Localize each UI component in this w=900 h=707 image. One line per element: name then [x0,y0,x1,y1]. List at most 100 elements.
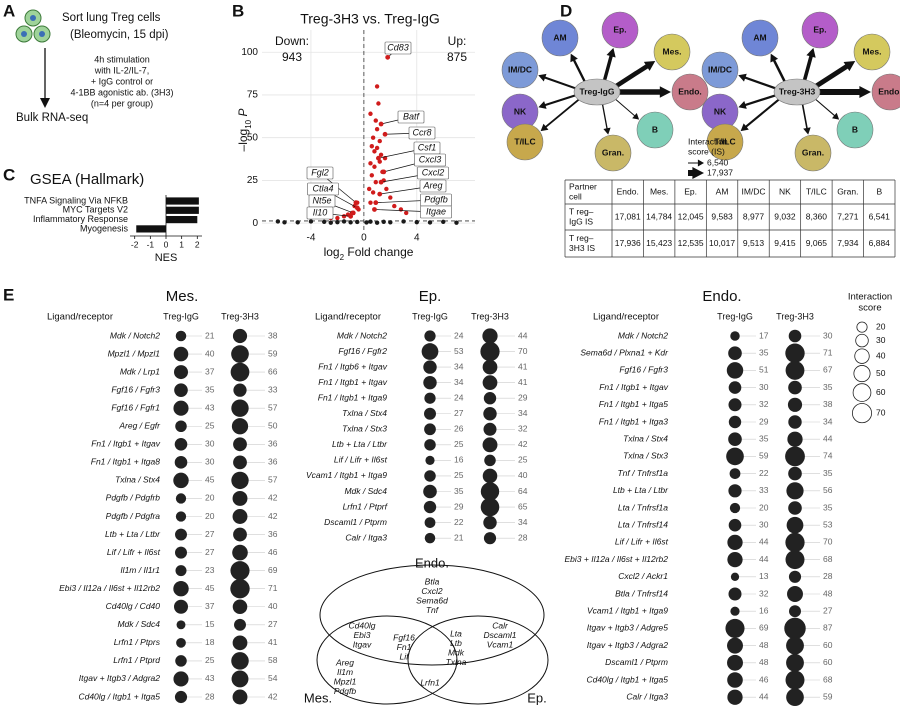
x-tick-label: 1 [179,239,184,249]
value-label: 42 [268,691,278,701]
data-point [398,207,404,212]
legend-label: 17,937 [707,167,733,177]
interaction-arrow [819,86,871,98]
gene-label: Pdgfb [424,194,448,204]
value-label: 29 [759,416,769,426]
value-label: 32 [759,588,769,598]
data-point [353,200,359,206]
dot [786,516,804,534]
venn-item: Ltb [450,638,462,648]
dot [176,637,186,648]
dot [788,380,802,395]
column-header: Treg-3H3 [221,311,259,321]
dot [483,407,497,421]
value-label: 54 [268,673,278,683]
row-label: Cd40lg / Itgb1 + Itga5 [78,691,160,701]
dot [174,383,188,397]
value-label: 24 [454,392,464,402]
value-label: 30 [759,382,769,392]
value-label: 34 [454,361,464,371]
data-point [401,219,406,224]
value-label: 44 [759,537,769,547]
row-label: Lif / Lifr + Il6st [334,455,388,465]
dot [726,362,744,379]
dot [175,420,187,432]
value-label: 42 [518,439,528,449]
node-label: NK [514,106,527,116]
data-point [427,220,433,225]
data-point [328,220,333,225]
venn-item: Vcam1 [487,639,514,649]
table-cell: 14,784 [646,211,672,221]
treg-label: Treg-IgG [580,86,615,96]
value-label: 25 [454,439,464,449]
column-header: Treg-IgG [163,311,199,321]
value-label: 59 [268,348,278,358]
table-cell: 9,065 [806,238,828,248]
value-label: 33 [759,485,769,495]
gene-label-box [408,126,436,140]
x-axis-label: NES [155,252,178,264]
row-label: Lta / Tnfrsf14 [618,519,668,529]
y-axis-label-part: –log [236,129,250,152]
treg-label: Treg-3H3 [779,86,816,96]
dot [424,392,436,404]
node-label: IM/DC [508,64,532,74]
value-label: 44 [518,330,528,340]
table-cell: 12,045 [678,211,704,221]
venn-item: Calr [492,620,509,630]
table-cell: 15,423 [646,238,672,248]
row-label: Mdk / Lrp1 [120,366,160,376]
data-point [350,210,356,216]
value-label: 32 [518,424,528,434]
venn-item: Itgav [353,639,372,649]
dot [424,470,436,482]
dot [175,511,187,522]
dot [173,580,189,597]
gene-label: Batf [403,111,421,121]
data-point [374,126,380,132]
dot [233,527,247,542]
y-tick-label: 25 [247,175,259,186]
dot [174,690,188,704]
cell-node [636,111,674,149]
interaction-arrow [538,94,577,109]
value-label: 53 [823,519,833,529]
step-text: (Bleomycin, 15 dpi) [70,29,169,41]
row-label: Mdk / Notch2 [618,330,668,340]
dot [232,490,248,506]
y-tick-label: 0 [252,218,258,229]
treg-node [573,78,621,106]
legend-label: 70 [876,407,886,417]
column-header: Treg-3H3 [776,311,814,321]
cell-node [653,33,691,71]
data-point [321,219,327,224]
node-label: Ep. [613,24,626,34]
gene-label: Nt5e [312,195,331,205]
table-header: B [876,186,882,196]
dot [728,432,742,447]
table-row-label: IgG IS [569,216,593,226]
value-label: 35 [759,347,769,357]
arrow-head [40,98,50,108]
interaction-arrow [570,53,586,82]
row-label: Itgav + Itgb3 / Adgra2 [587,640,668,650]
cell-node [601,11,639,49]
gene-label-box [306,206,334,220]
table-cell: 17,936 [615,238,641,248]
value-label: 30 [205,457,215,467]
gene-label-box [417,166,449,180]
node-label: T/ILC [714,136,735,146]
value-label: 29 [518,392,528,402]
venn-item: Lif [400,651,411,661]
cell-nucleus [30,15,36,21]
cell-node [794,134,832,172]
value-label: 70 [823,537,833,547]
value-label: 37 [205,601,215,611]
data-point [368,111,373,116]
gene-label-box [397,110,425,124]
row-label: Lrfn1 / Ptprf [343,501,389,511]
value-label: 40 [205,348,215,358]
value-label: 43 [205,402,215,412]
venn-set-label: Mes. [304,690,332,705]
